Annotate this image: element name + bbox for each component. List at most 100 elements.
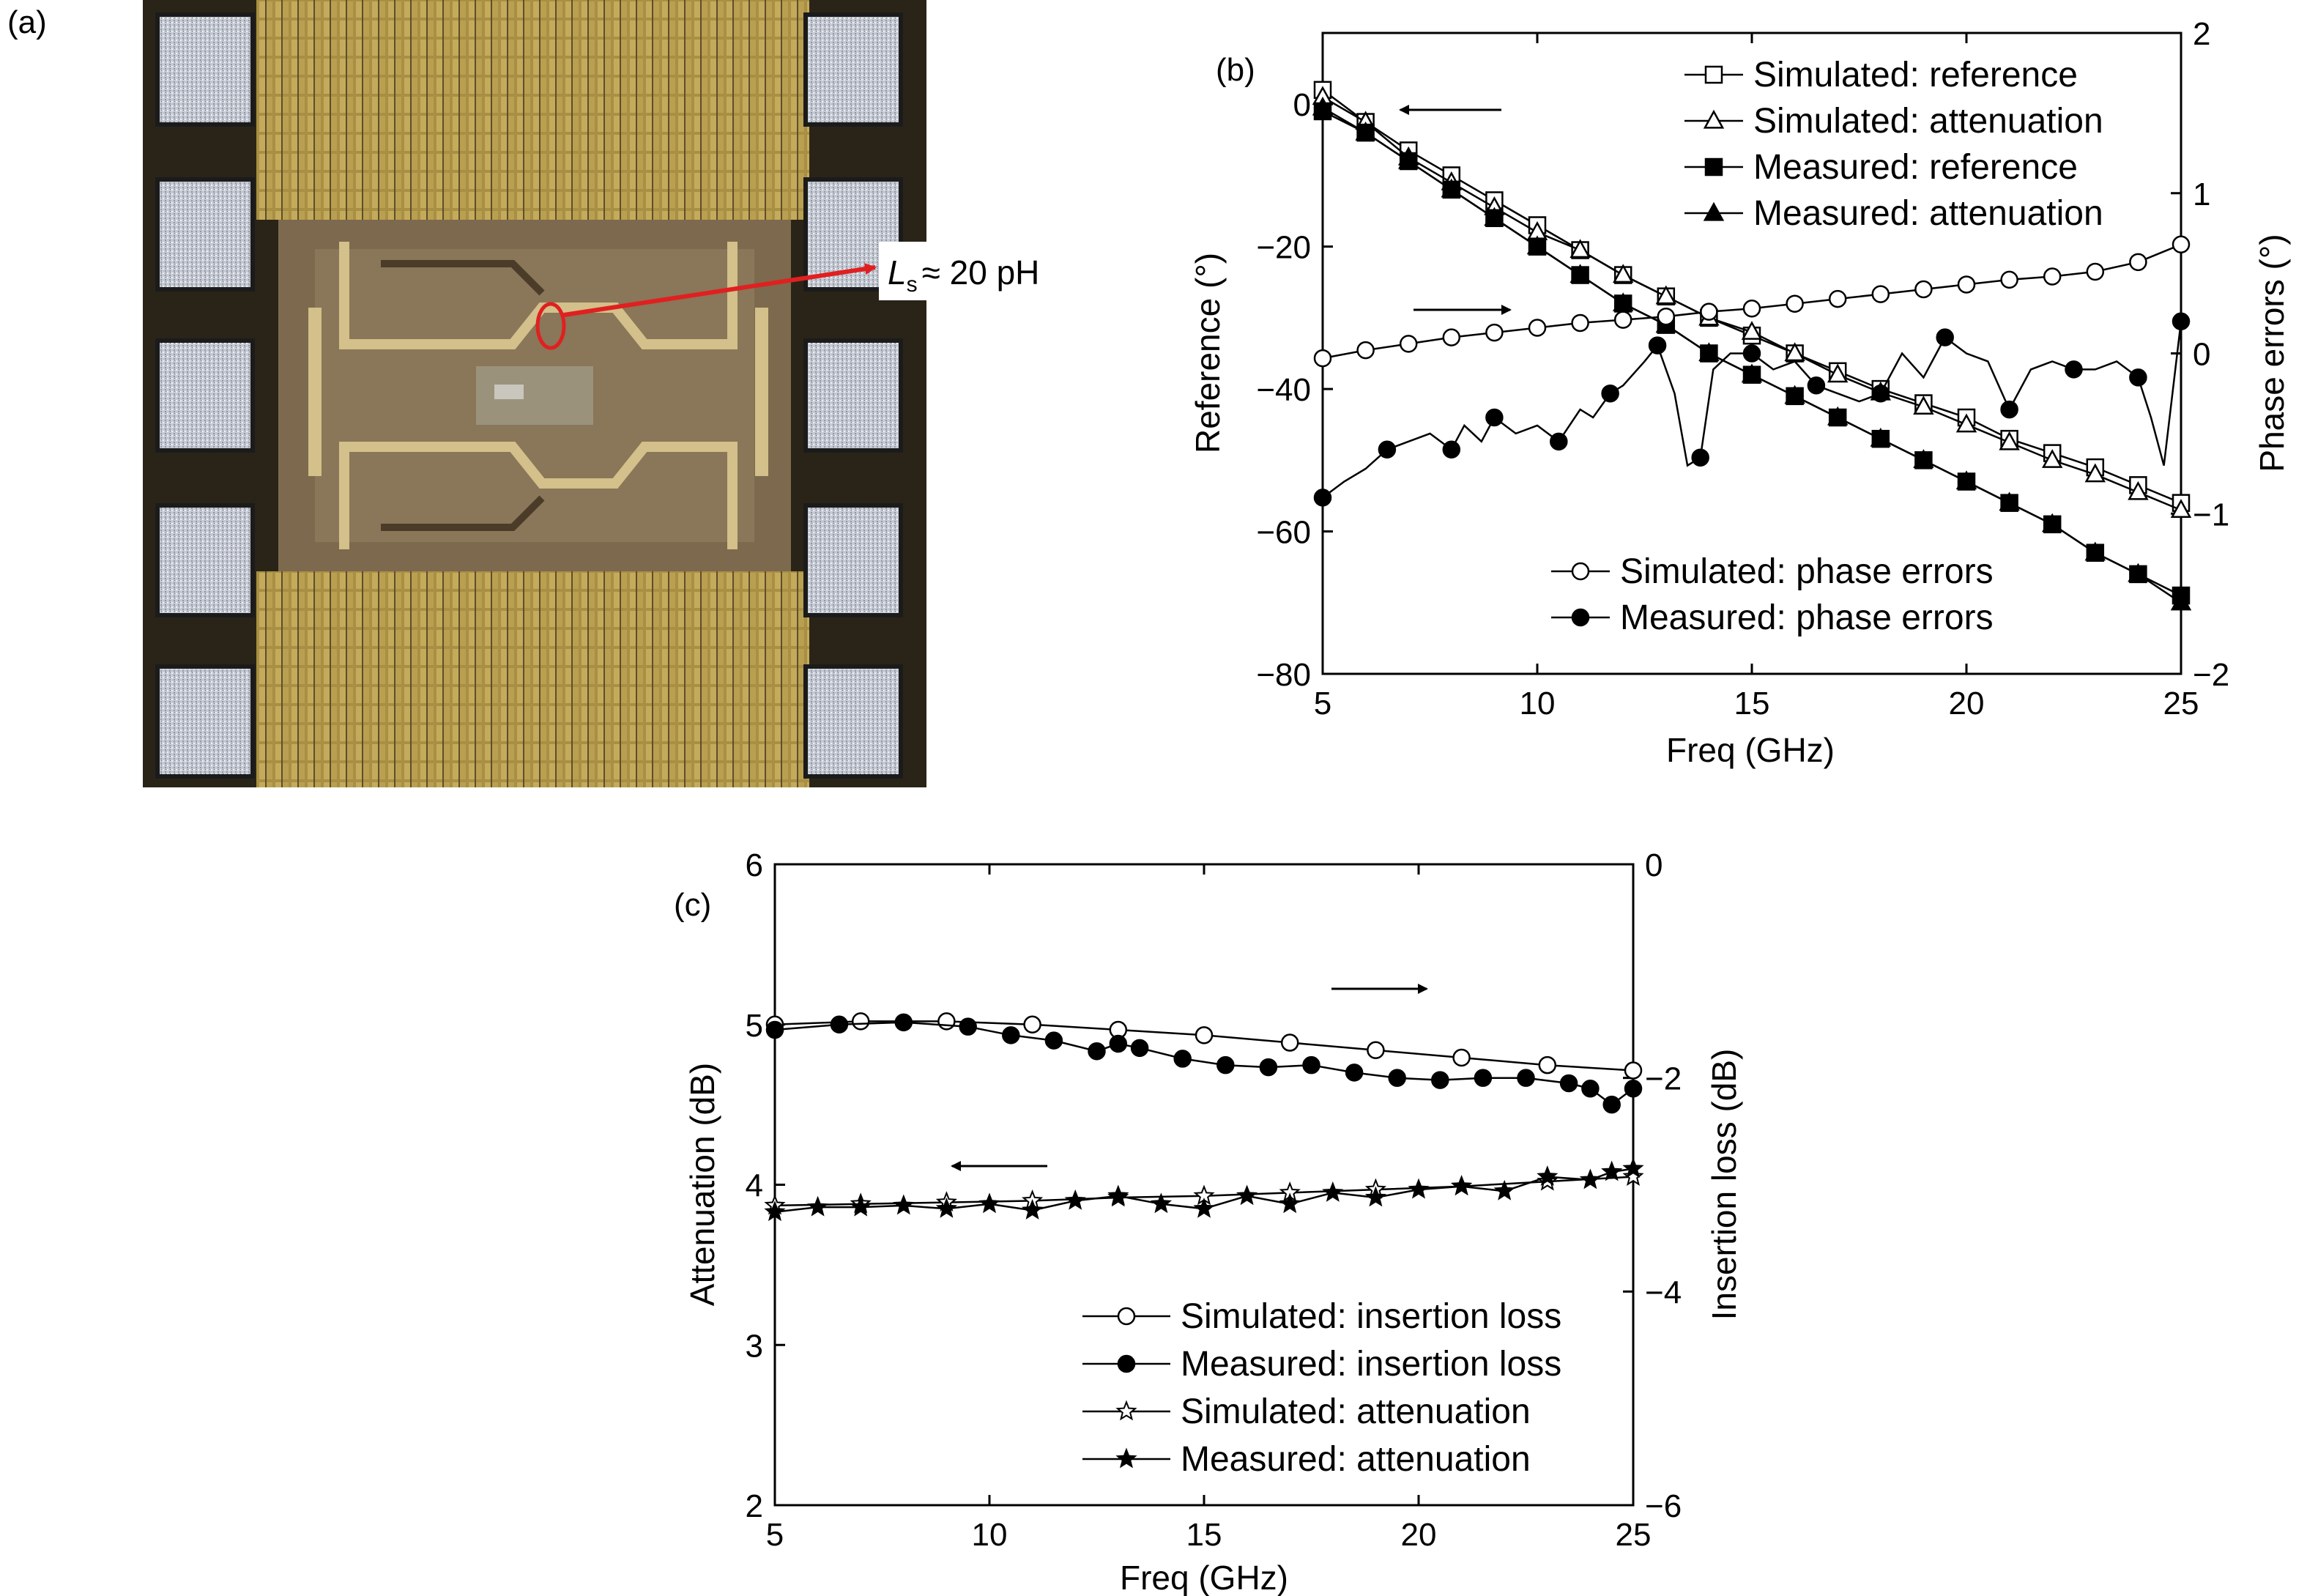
legend-label: Measured: reference xyxy=(1753,148,2078,187)
y-left-tick-label: 5 xyxy=(746,1008,763,1044)
data-point xyxy=(1150,1192,1173,1214)
legend-label: Measured: attenuation xyxy=(1181,1440,1531,1479)
inductor-annotation: Ls ≈ 20 pH xyxy=(888,253,1039,297)
y-right-tick-label: 1 xyxy=(2193,177,2210,212)
data-point xyxy=(1378,440,1397,459)
data-point xyxy=(1955,470,1977,490)
data-point xyxy=(850,1195,872,1217)
data-point xyxy=(894,1013,913,1032)
data-point xyxy=(1913,449,1934,468)
data-point xyxy=(1957,275,1976,294)
data-point xyxy=(1280,1033,1299,1052)
data-point xyxy=(1624,1080,1643,1098)
data-point xyxy=(1130,1039,1149,1058)
data-point xyxy=(1302,1055,1320,1074)
series-measured-attenuation xyxy=(1312,96,2192,611)
data-point xyxy=(2000,270,2018,289)
data-point xyxy=(1622,1157,1644,1179)
annotation-value: ≈ 20 pH xyxy=(922,253,1040,292)
legend-entry: Measured: attenuation xyxy=(1684,194,2103,233)
data-point xyxy=(1442,440,1461,459)
legend-entry: Measured: reference xyxy=(1684,148,2078,187)
data-point xyxy=(1870,427,1892,447)
data-point xyxy=(1173,1050,1192,1068)
y-right-tick-label: 2 xyxy=(2193,16,2210,52)
series-simulated-phase-errors xyxy=(1313,235,2191,368)
data-point xyxy=(1088,1042,1106,1061)
legend-entry: Simulated: attenuation xyxy=(1082,1392,1531,1431)
legend-marker xyxy=(1703,201,1725,221)
data-point xyxy=(1936,328,1954,346)
legend-marker xyxy=(1703,109,1725,129)
data-point xyxy=(1064,1189,1086,1210)
y-right-tick-label: −1 xyxy=(2193,497,2229,532)
data-point xyxy=(1313,349,1332,368)
legend-marker xyxy=(1117,1307,1136,1326)
data-point xyxy=(1431,1071,1449,1089)
y-right-tick-label: −2 xyxy=(2193,657,2229,693)
data-point xyxy=(1364,1186,1387,1207)
data-point xyxy=(2084,463,2106,483)
data-point xyxy=(1002,1026,1020,1044)
data-point xyxy=(1622,1165,1644,1187)
panel-b-label: (b) xyxy=(1216,52,1255,88)
legend-label: Measured: phase errors xyxy=(1620,598,1994,637)
y-right-tick-label: −2 xyxy=(1645,1061,1682,1097)
y-right-tick-label: −6 xyxy=(1645,1488,1682,1524)
y-left-tick-label: −60 xyxy=(1256,515,1311,551)
data-point xyxy=(1538,1055,1557,1074)
data-point xyxy=(1827,406,1849,426)
legend-marker xyxy=(1115,1400,1137,1421)
data-point xyxy=(1279,1192,1301,1214)
data-point xyxy=(1452,1048,1471,1067)
data-point xyxy=(1367,1041,1385,1059)
legend-entry: Simulated: attenuation xyxy=(1684,102,2103,141)
data-point xyxy=(765,1020,784,1039)
data-point xyxy=(2172,312,2191,330)
x-axis-title-c: Freq (GHz) xyxy=(1120,1559,1288,1596)
legend-label: Simulated: insertion loss xyxy=(1181,1297,1561,1336)
data-point xyxy=(1312,96,1334,116)
data-point xyxy=(851,1012,870,1031)
data-point xyxy=(1485,408,1504,427)
data-point xyxy=(1648,336,1667,355)
data-point xyxy=(1023,1015,1041,1033)
data-point xyxy=(1109,1034,1128,1053)
inductor-highlight-ellipse xyxy=(535,302,566,350)
y-axis-right-title-c: Insertion loss (dB) xyxy=(1705,1049,1743,1321)
data-point xyxy=(1517,1069,1535,1087)
data-point xyxy=(1601,1160,1623,1181)
series-measured-phase-errors xyxy=(1313,312,2191,507)
data-point xyxy=(764,1200,786,1222)
data-point xyxy=(2129,253,2147,272)
y-left-tick-label: 3 xyxy=(746,1328,763,1364)
legend-entry: Measured: attenuation xyxy=(1082,1440,1531,1479)
data-point xyxy=(1313,489,1332,507)
y-left-tick-label: −20 xyxy=(1256,230,1311,266)
data-point xyxy=(1828,289,1847,308)
data-point xyxy=(2000,400,2018,419)
legend-label: Measured: insertion loss xyxy=(1181,1345,1561,1384)
data-point xyxy=(1474,1069,1493,1087)
y-left-tick-label: 2 xyxy=(746,1488,763,1524)
x-tick-label: 25 xyxy=(1616,1517,1652,1553)
data-point xyxy=(1999,491,2020,511)
y-axis-right-title-b: Phase errors (°) xyxy=(2253,234,2291,472)
legend-marker xyxy=(1571,562,1590,581)
legend-label: Simulated: attenuation xyxy=(1181,1392,1531,1431)
data-point xyxy=(935,1197,958,1218)
data-point xyxy=(1442,328,1461,346)
data-point xyxy=(893,1194,915,1215)
y-left-tick-label: −80 xyxy=(1256,657,1311,693)
series-line xyxy=(774,1168,1634,1213)
data-point xyxy=(1193,1197,1215,1218)
data-point xyxy=(1216,1055,1235,1074)
data-point xyxy=(1955,413,1977,433)
data-point xyxy=(1526,235,1548,255)
legend-entry: Simulated: insertion loss xyxy=(1082,1297,1561,1336)
data-point xyxy=(2084,541,2106,561)
y-right-tick-label: 0 xyxy=(1645,847,1663,883)
